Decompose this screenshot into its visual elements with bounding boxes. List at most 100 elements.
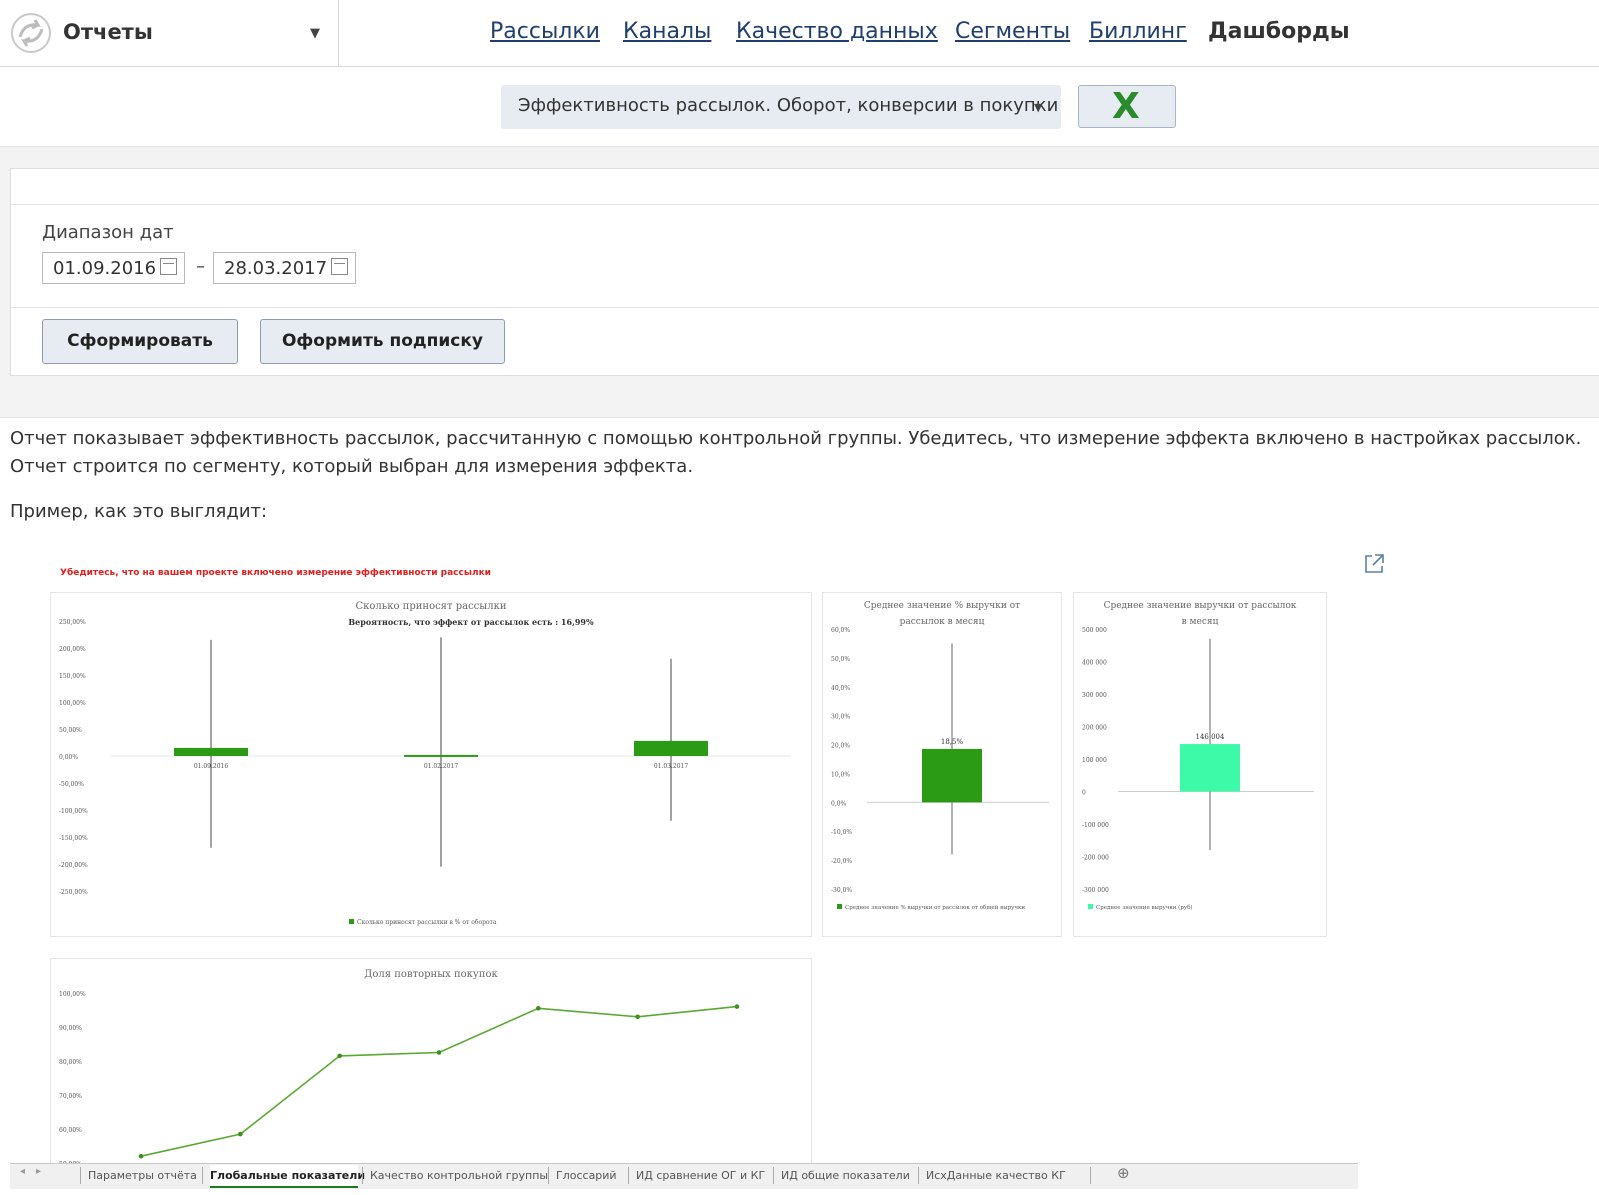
date-range-label: Диапазон дат bbox=[42, 222, 174, 243]
scroll-left-icon[interactable]: ◂ bbox=[20, 1166, 26, 1177]
y-tick-label: 50,00% bbox=[59, 727, 82, 734]
y-tick-label: 250,00% bbox=[59, 619, 86, 626]
bar bbox=[1180, 744, 1240, 792]
date-from-input[interactable] bbox=[42, 252, 185, 284]
y-tick-label: 20,0% bbox=[831, 743, 850, 750]
data-point bbox=[238, 1131, 243, 1137]
y-tick-label: -100 000 bbox=[1082, 822, 1109, 829]
y-tick-label: 0,0% bbox=[831, 800, 847, 807]
legend-label: Среднее значение выручки (руб) bbox=[1096, 904, 1193, 911]
sheet-tab[interactable]: Качество контрольной группы bbox=[370, 1169, 549, 1182]
y-tick-label: 200,00% bbox=[59, 646, 86, 653]
chart-title-line: рассылок в месяц bbox=[900, 617, 985, 627]
sheet-tab[interactable]: Параметры отчёта bbox=[88, 1169, 197, 1182]
y-tick-label: -20,0% bbox=[831, 858, 852, 865]
chevron-down-icon[interactable]: ▼ bbox=[310, 26, 320, 41]
bar bbox=[174, 747, 248, 756]
y-tick-label: -200 000 bbox=[1082, 855, 1109, 862]
tab-separator bbox=[80, 1167, 81, 1184]
bar bbox=[404, 754, 478, 757]
chevron-down-icon[interactable]: ▼ bbox=[1034, 101, 1043, 114]
tab-separator bbox=[202, 1167, 203, 1184]
y-tick-label: 60,00% bbox=[59, 1127, 82, 1134]
dashboard-select[interactable] bbox=[501, 85, 1061, 129]
legend-swatch bbox=[837, 904, 842, 909]
tab-separator bbox=[1090, 1167, 1091, 1184]
legend-swatch bbox=[349, 919, 354, 924]
open-external-icon[interactable] bbox=[1363, 553, 1385, 575]
date-separator: – bbox=[196, 256, 205, 277]
tab-separator bbox=[362, 1167, 363, 1184]
x-tick-label: 01.03.2017 bbox=[654, 763, 689, 770]
y-tick-label: 40,0% bbox=[831, 685, 850, 692]
calendar-icon[interactable] bbox=[331, 258, 348, 275]
date-to-input[interactable] bbox=[213, 252, 356, 284]
data-label: 146 004 bbox=[1196, 733, 1225, 741]
y-tick-label: 400 000 bbox=[1082, 660, 1107, 667]
data-point bbox=[138, 1153, 144, 1159]
date-from-value[interactable]: 01.09.2016 bbox=[53, 258, 157, 279]
tab-separator bbox=[548, 1167, 549, 1184]
tab-separator bbox=[628, 1167, 629, 1184]
y-tick-label: 100,00% bbox=[59, 991, 86, 998]
y-tick-label: 90,00% bbox=[59, 1025, 82, 1032]
data-point bbox=[536, 1006, 541, 1011]
chart-effect-bars: Сколько приносят рассылки Вероятность, чт… bbox=[50, 592, 812, 937]
sheet-tab[interactable]: Глоссарий bbox=[556, 1169, 617, 1182]
nav-link-segments[interactable]: Сегменты bbox=[955, 19, 1071, 44]
divider bbox=[11, 307, 1599, 308]
y-tick-label: -50,00% bbox=[59, 781, 84, 788]
sheet-tab[interactable]: Глобальные показатели bbox=[210, 1165, 365, 1188]
x-tick-label: 01.09.2016 bbox=[194, 763, 229, 770]
y-tick-label: 0 bbox=[1082, 790, 1086, 797]
export-excel-button[interactable] bbox=[1078, 85, 1176, 128]
generate-button[interactable]: Сформировать bbox=[42, 319, 238, 364]
chart-repeat-purchases: Доля повторных покупок 100,00% 90,00% 80,00… bbox=[50, 958, 812, 1172]
nav-link-channels[interactable]: Каналы bbox=[623, 19, 712, 44]
report-section-title[interactable]: Отчеты bbox=[63, 20, 153, 44]
subscribe-button[interactable]: Оформить подписку bbox=[260, 319, 505, 364]
excel-icon[interactable]: X bbox=[1112, 86, 1140, 127]
y-tick-label: 70,00% bbox=[59, 1093, 82, 1100]
sheet-tab[interactable]: ИД общие показатели bbox=[781, 1169, 910, 1182]
tab-separator bbox=[918, 1167, 919, 1184]
y-tick-label: 0,00% bbox=[59, 754, 78, 761]
y-tick-label: 100,00% bbox=[59, 700, 86, 707]
data-label: 18,5% bbox=[941, 738, 964, 746]
chart-title: Доля повторных покупок bbox=[364, 969, 498, 980]
dashboard-select-value[interactable]: Эффективность рассылок. Оборот, конверси… bbox=[518, 95, 1059, 116]
chart-title: Сколько приносят рассылки bbox=[356, 601, 507, 612]
report-section-dropdown[interactable] bbox=[0, 0, 339, 66]
data-point bbox=[436, 1050, 442, 1055]
nav-link-dashboards[interactable]: Дашборды bbox=[1208, 19, 1350, 44]
legend-label: Сколько приносят рассылки в % от оборота bbox=[357, 919, 497, 926]
preview-warning: Убедитесь, что на вашем проекте включено… bbox=[60, 568, 491, 578]
tab-separator bbox=[773, 1167, 774, 1184]
y-tick-label: -250,00% bbox=[59, 889, 88, 896]
y-tick-label: -200,00% bbox=[59, 862, 88, 869]
y-tick-label: -30,0% bbox=[831, 887, 852, 894]
top-navigation-bar bbox=[0, 0, 1599, 67]
date-to-value[interactable]: 28.03.2017 bbox=[224, 258, 328, 279]
calendar-icon[interactable] bbox=[160, 258, 177, 275]
legend-swatch bbox=[1088, 904, 1093, 909]
series-line bbox=[140, 1005, 738, 1157]
description-line-1: Отчет показывает эффективность рассылок,… bbox=[10, 428, 1582, 449]
y-tick-label: 80,00% bbox=[59, 1059, 82, 1066]
nav-link-data-quality[interactable]: Качество данных bbox=[736, 19, 938, 44]
legend-label: Среднее значение % выручки от рассылок о… bbox=[845, 904, 1025, 911]
nav-link-mailings[interactable]: Рассылки bbox=[490, 19, 600, 44]
chart-avg-revenue: Среднее значение выручки от рассылок в ме… bbox=[1073, 592, 1327, 937]
y-tick-label: 30,0% bbox=[831, 714, 850, 721]
sheet-tab[interactable]: ИД сравнение ОГ и КГ bbox=[636, 1169, 766, 1182]
sheet-tab[interactable]: ИсхДанные качество КГ bbox=[926, 1169, 1066, 1182]
y-tick-label: 10,0% bbox=[831, 771, 850, 778]
bar bbox=[634, 740, 708, 756]
y-tick-label: 60,0% bbox=[831, 627, 850, 634]
add-sheet-icon[interactable]: ⊕ bbox=[1117, 1164, 1130, 1182]
nav-link-billing[interactable]: Биллинг bbox=[1089, 19, 1187, 44]
x-tick-label: 01.02.2017 bbox=[424, 763, 459, 770]
scroll-right-icon[interactable]: ▸ bbox=[36, 1166, 42, 1177]
chart-title-line: Среднее значение выручки от рассылок bbox=[1104, 601, 1297, 611]
y-tick-label: -10,0% bbox=[831, 829, 852, 836]
